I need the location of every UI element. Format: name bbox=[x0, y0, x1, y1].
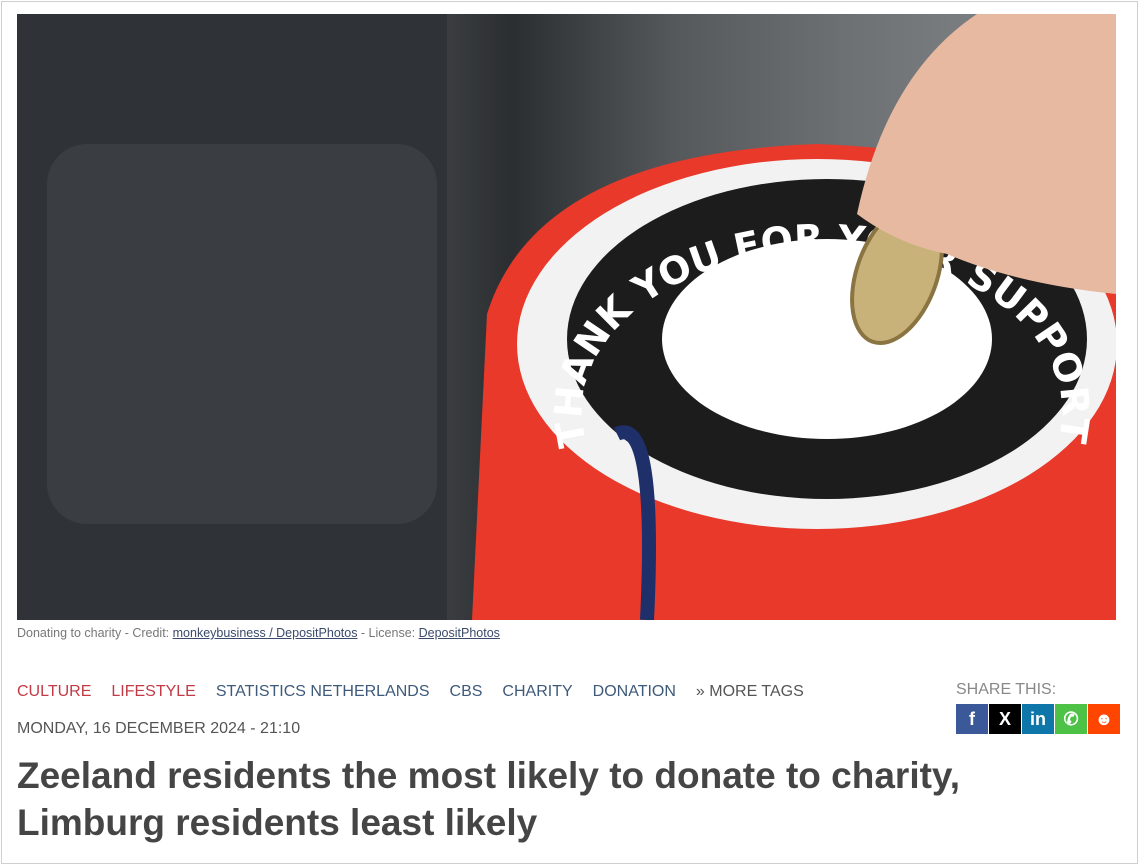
photo-caption: Donating to charity - Credit: monkeybusi… bbox=[17, 626, 500, 640]
article-headline: Zeeland residents the most likely to don… bbox=[17, 755, 961, 843]
article-photo: THANK YOU FOR YOUR SUPPORT bbox=[17, 14, 1116, 620]
jacket-pocket bbox=[47, 144, 437, 524]
publish-date: MONDAY, 16 DECEMBER 2024 - 21:10 bbox=[17, 720, 301, 737]
share-label: SHARE THIS: bbox=[956, 681, 1057, 698]
tag-statistics-netherlands[interactable]: STATISTICS NETHERLANDS bbox=[215, 683, 430, 700]
license-link[interactable]: DepositPhotos bbox=[418, 626, 500, 640]
tag-lifestyle[interactable]: LIFESTYLE bbox=[111, 683, 196, 700]
more-tags-link[interactable]: » MORE TAGS bbox=[695, 683, 804, 700]
reddit-icon: ☻ bbox=[1094, 708, 1114, 729]
tag-donation[interactable]: DONATION bbox=[592, 683, 676, 700]
hand bbox=[857, 14, 1116, 294]
reddit-share-button[interactable]: ☻ bbox=[1088, 704, 1120, 734]
charity-box-illustration: THANK YOU FOR YOUR SUPPORT bbox=[17, 14, 1116, 620]
license-label: - License: bbox=[357, 626, 419, 640]
caption-text: Donating to charity - Credit: bbox=[17, 626, 173, 640]
facebook-share-button[interactable]: f bbox=[956, 704, 988, 734]
tag-culture[interactable]: CULTURE bbox=[17, 683, 92, 700]
linkedin-share-button[interactable]: in bbox=[1022, 704, 1054, 734]
tag-charity[interactable]: CHARITY bbox=[502, 683, 573, 700]
share-buttons: f X in ✆ ☻ bbox=[956, 704, 1120, 734]
credit-link[interactable]: monkeybusiness / DepositPhotos bbox=[172, 626, 358, 640]
whatsapp-share-button[interactable]: ✆ bbox=[1055, 704, 1087, 734]
tag-list: CULTURE LIFESTYLE STATISTICS NETHERLANDS… bbox=[17, 683, 804, 701]
x-icon: X bbox=[998, 708, 1011, 729]
x-share-button[interactable]: X bbox=[989, 704, 1021, 734]
cord bbox=[613, 425, 656, 620]
whatsapp-icon: ✆ bbox=[1063, 708, 1079, 729]
facebook-icon: f bbox=[969, 708, 975, 729]
tag-cbs[interactable]: CBS bbox=[449, 683, 483, 700]
linkedin-icon: in bbox=[1030, 708, 1046, 729]
